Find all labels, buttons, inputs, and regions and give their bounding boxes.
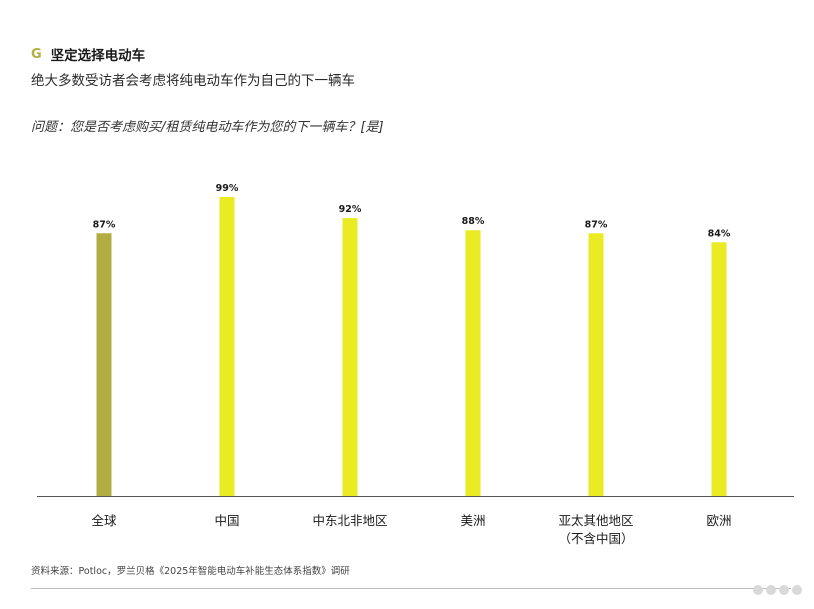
bar-value-label: 87% [585, 219, 608, 230]
bar-2 [342, 218, 358, 496]
bar-value-label: 87% [93, 219, 116, 230]
chart-header: G 坚定选择电动车 绝大多数受访者会考虑将纯电动车作为自己的下一辆车 [31, 44, 355, 90]
category-label: 美洲 [460, 513, 485, 528]
chart-title: 坚定选择电动车 [50, 48, 146, 64]
survey-question: 问题：您是否考虑购买/租赁纯电动车作为您的下一辆车？[是] [31, 120, 384, 135]
bar-4 [588, 233, 604, 496]
section-letter: G [31, 46, 42, 62]
category-label: 中东北非地区 [312, 513, 387, 528]
category-label: （不含中国） [558, 531, 633, 546]
category-label: 中国 [214, 513, 239, 528]
bar-3 [465, 230, 481, 497]
bar-1 [219, 197, 235, 496]
bar-value-label: 99% [216, 183, 239, 194]
bar-5 [711, 242, 727, 496]
category-label: 全球 [91, 513, 117, 528]
footer-divider [31, 588, 791, 589]
source-note: 资料来源：Potloc，罗兰贝格《2025年智能电动车补能生态体系指数》调研 [31, 566, 350, 577]
bar-value-label: 88% [462, 216, 485, 227]
bar-0 [96, 233, 112, 496]
watermark-dots-icon [753, 585, 802, 595]
category-label: 欧洲 [706, 513, 731, 528]
bar-value-label: 84% [708, 228, 731, 239]
bar-value-label: 92% [339, 204, 362, 215]
chart-subtitle: 绝大多数受访者会考虑将纯电动车作为自己的下一辆车 [31, 73, 355, 89]
category-label: 亚太其他地区 [558, 513, 633, 528]
title-row: G 坚定选择电动车 [31, 44, 355, 65]
